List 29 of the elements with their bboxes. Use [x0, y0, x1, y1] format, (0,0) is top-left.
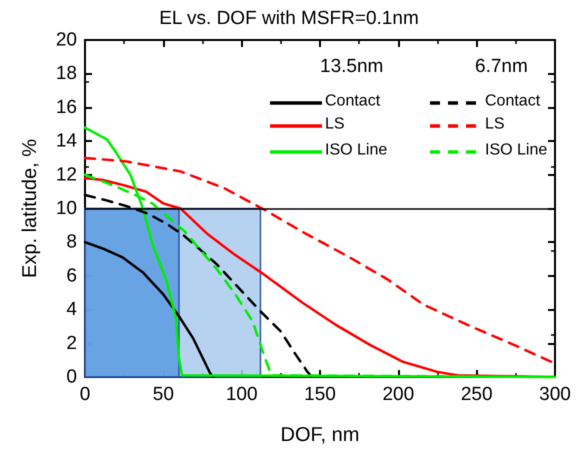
- legend-label: ISO Line: [325, 142, 388, 158]
- legend-label: LS: [325, 116, 345, 132]
- y-axis-title: Exp. latitude, %: [19, 138, 41, 278]
- y-tick-label: 12: [56, 164, 77, 186]
- y-tick-label: 10: [56, 198, 77, 219]
- annotation: 6.7nm: [475, 56, 528, 77]
- chart-title: EL vs. DOF with MSFR=0.1nm: [159, 8, 419, 29]
- y-tick-label: 18: [56, 63, 77, 84]
- x-tick-label: 300: [539, 384, 571, 405]
- y-tick-label: 14: [56, 130, 78, 152]
- x-tick-label: 100: [226, 384, 258, 405]
- y-tick-label: 6: [66, 265, 77, 286]
- y-tick-label: 4: [66, 299, 78, 320]
- legend-label: LS: [485, 116, 505, 132]
- y-tick-label: 8: [66, 232, 77, 253]
- y-tick-label: 0: [66, 366, 77, 388]
- legend-label: Contact: [485, 92, 541, 110]
- x-tick-label: 50: [152, 384, 174, 405]
- x-tick-label: 0: [80, 384, 90, 405]
- x-axis-title: DOF, nm: [280, 424, 360, 446]
- annotation: 13.5nm: [320, 56, 384, 77]
- y-tick-label: 16: [56, 96, 77, 118]
- x-tick-label: 150: [304, 384, 336, 405]
- y-tick-label: 2: [66, 332, 77, 354]
- x-tick-label: 200: [382, 384, 414, 405]
- legend-label: Contact: [325, 92, 381, 110]
- legend-label: ISO Line: [485, 142, 548, 158]
- y-tick-label: 20: [56, 30, 77, 50]
- x-tick-label: 250: [460, 384, 493, 405]
